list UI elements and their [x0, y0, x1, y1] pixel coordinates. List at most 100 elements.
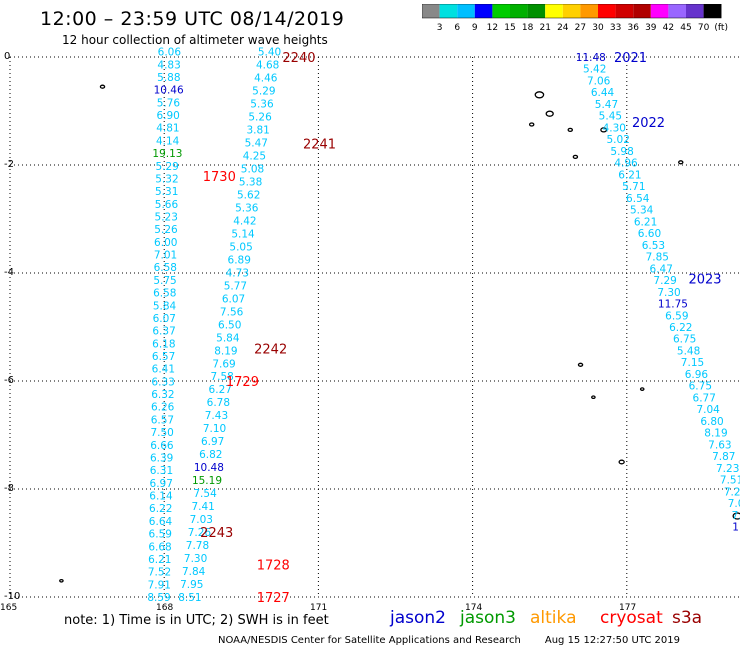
wave-height-value: 7.09 [728, 498, 740, 510]
wave-height-value: 11.48 [576, 52, 606, 64]
wave-height-value: 5.23 [155, 211, 178, 223]
island [545, 110, 554, 117]
wave-height-value: 6.90 [156, 110, 179, 122]
island [591, 395, 596, 400]
y-tick-label: 0 [4, 51, 11, 62]
wave-height-value: 5.26 [154, 224, 178, 236]
footer-credit: NOAA/NESDIS Center for Satellite Applica… [218, 635, 521, 646]
wave-height-value: 4.46 [254, 73, 278, 85]
wave-height-value: 6.41 [152, 364, 175, 376]
wave-height-value: 5.26 [248, 112, 272, 124]
scale-label: 18 [522, 23, 534, 33]
wave-height-value: 6.78 [207, 397, 230, 409]
wave-height-value: 5.29 [252, 86, 275, 98]
color-scale: 3 6 9 12 15 18 21 24 27 30 33 36 39 42 45 70 (ft) [422, 4, 728, 33]
scale-label: 39 [645, 23, 657, 33]
legend-altika: altika [530, 608, 577, 628]
wave-height-value: 4.83 [157, 59, 180, 71]
island-outlines [59, 84, 740, 583]
scale-label: 21 [539, 23, 550, 33]
wave-height-value: 11.75 [658, 299, 688, 311]
pass-time-label: 2243 [200, 526, 233, 541]
wave-height-value: 6.59 [665, 310, 688, 322]
wave-height-value: 6.53 [642, 240, 665, 252]
wave-height-value: 5.29 [155, 161, 178, 173]
wave-height-value: 5.36 [250, 99, 274, 111]
pass-time-label: 1730 [203, 170, 236, 185]
map-subtitle: 12 hour collection of altimeter wave hei… [62, 33, 328, 47]
x-tick-label: 171 [310, 603, 328, 613]
wave-height-value: 5.02 [607, 134, 630, 146]
wave-height-value: 7.29 [653, 275, 676, 287]
x-tick-label: 168 [156, 603, 174, 613]
pass-time-label: 2242 [254, 343, 287, 358]
wave-height-value: 10.48 [194, 462, 224, 474]
wave-height-value: 7.30 [184, 553, 207, 565]
pass-time-label: 2021 [614, 51, 647, 66]
wave-height-value: 7.78 [186, 540, 209, 552]
wave-height-value: 7.51 [720, 475, 740, 487]
wave-height-value: 7.95 [180, 579, 203, 591]
scale-swatch [545, 4, 563, 18]
wave-height-value: 7.56 [220, 306, 244, 318]
wave-height-value: 6.50 [218, 319, 241, 331]
scale-swatch [439, 4, 458, 18]
wave-height-value: 6.21 [618, 169, 641, 181]
wave-height-value: 6.75 [673, 334, 696, 346]
wave-height-value: 6.07 [153, 313, 176, 325]
wave-height-value: 6.21 [148, 554, 171, 566]
wave-height-value: 7.52 [148, 567, 171, 579]
island [534, 91, 545, 99]
units-note: note: 1) Time is in UTC; 2) SWH is in fe… [64, 613, 329, 628]
scale-swatch [527, 4, 546, 18]
wave-height-value: 7.69 [212, 358, 235, 370]
wave-height-value: 5.47 [595, 99, 618, 111]
pass-time-label: 2241 [303, 137, 336, 152]
wave-height-value: 7.23 [716, 463, 739, 475]
wave-height-value: 7.59 [732, 510, 740, 522]
scale-label: 3 [437, 23, 443, 33]
wave-height-value: 7.01 [154, 250, 177, 262]
scale-swatch [510, 4, 528, 18]
x-tick-label: 177 [619, 603, 637, 613]
scale-swatch [562, 4, 581, 18]
y-tick-label: -8 [4, 483, 14, 494]
scale-swatch [422, 4, 440, 18]
wave-height-value: 7.63 [708, 439, 731, 451]
wave-height-value: 5.71 [622, 181, 645, 193]
wave-height-value: 7.84 [182, 566, 206, 578]
wave-height-value: 8.19 [214, 345, 237, 357]
wave-height-value: 6.54 [626, 193, 650, 205]
wave-height-value: 5.42 [583, 64, 606, 76]
wave-height-value: 6.64 [149, 516, 173, 528]
wave-height-value: 5.66 [155, 199, 179, 211]
wave-height-value: 7.54 [193, 488, 217, 500]
x-tick-label: 165 [0, 603, 18, 613]
scale-border [422, 4, 722, 19]
scale-swatch [686, 4, 704, 18]
island [528, 122, 535, 127]
wave-height-value: 6.97 [201, 436, 224, 448]
legend-cryosat: cryosat [600, 608, 663, 628]
island [99, 84, 106, 89]
wave-height-value: 6.57 [152, 351, 175, 363]
wave-height-value: 5.34 [630, 205, 654, 217]
wave-height-value: 6.06 [158, 47, 182, 59]
wave-height-value: 5.32 [155, 173, 178, 185]
wave-height-value: 5.08 [241, 163, 264, 175]
legend-jason2: jason2 [390, 608, 446, 628]
island [639, 387, 645, 391]
scale-label: 33 [610, 23, 621, 33]
wave-height-value: 7.15 [681, 357, 704, 369]
pass-time-labels: 2240 2241 1730 2242 1729 2243 1728 1727 2021 2022… [200, 51, 721, 606]
wave-height-value: 10.46 [154, 85, 184, 97]
wave-height-value: 5.88 [157, 72, 180, 84]
wave-height-value: 7.04 [696, 404, 720, 416]
pass-time-label: 1728 [257, 559, 290, 574]
wave-height-value: 4.42 [233, 215, 256, 227]
wave-height-value: 15.19 [192, 475, 222, 487]
scale-label: 15 [504, 23, 515, 33]
wave-height-value: 5.62 [237, 189, 260, 201]
wave-height-value: 6.77 [693, 392, 716, 404]
